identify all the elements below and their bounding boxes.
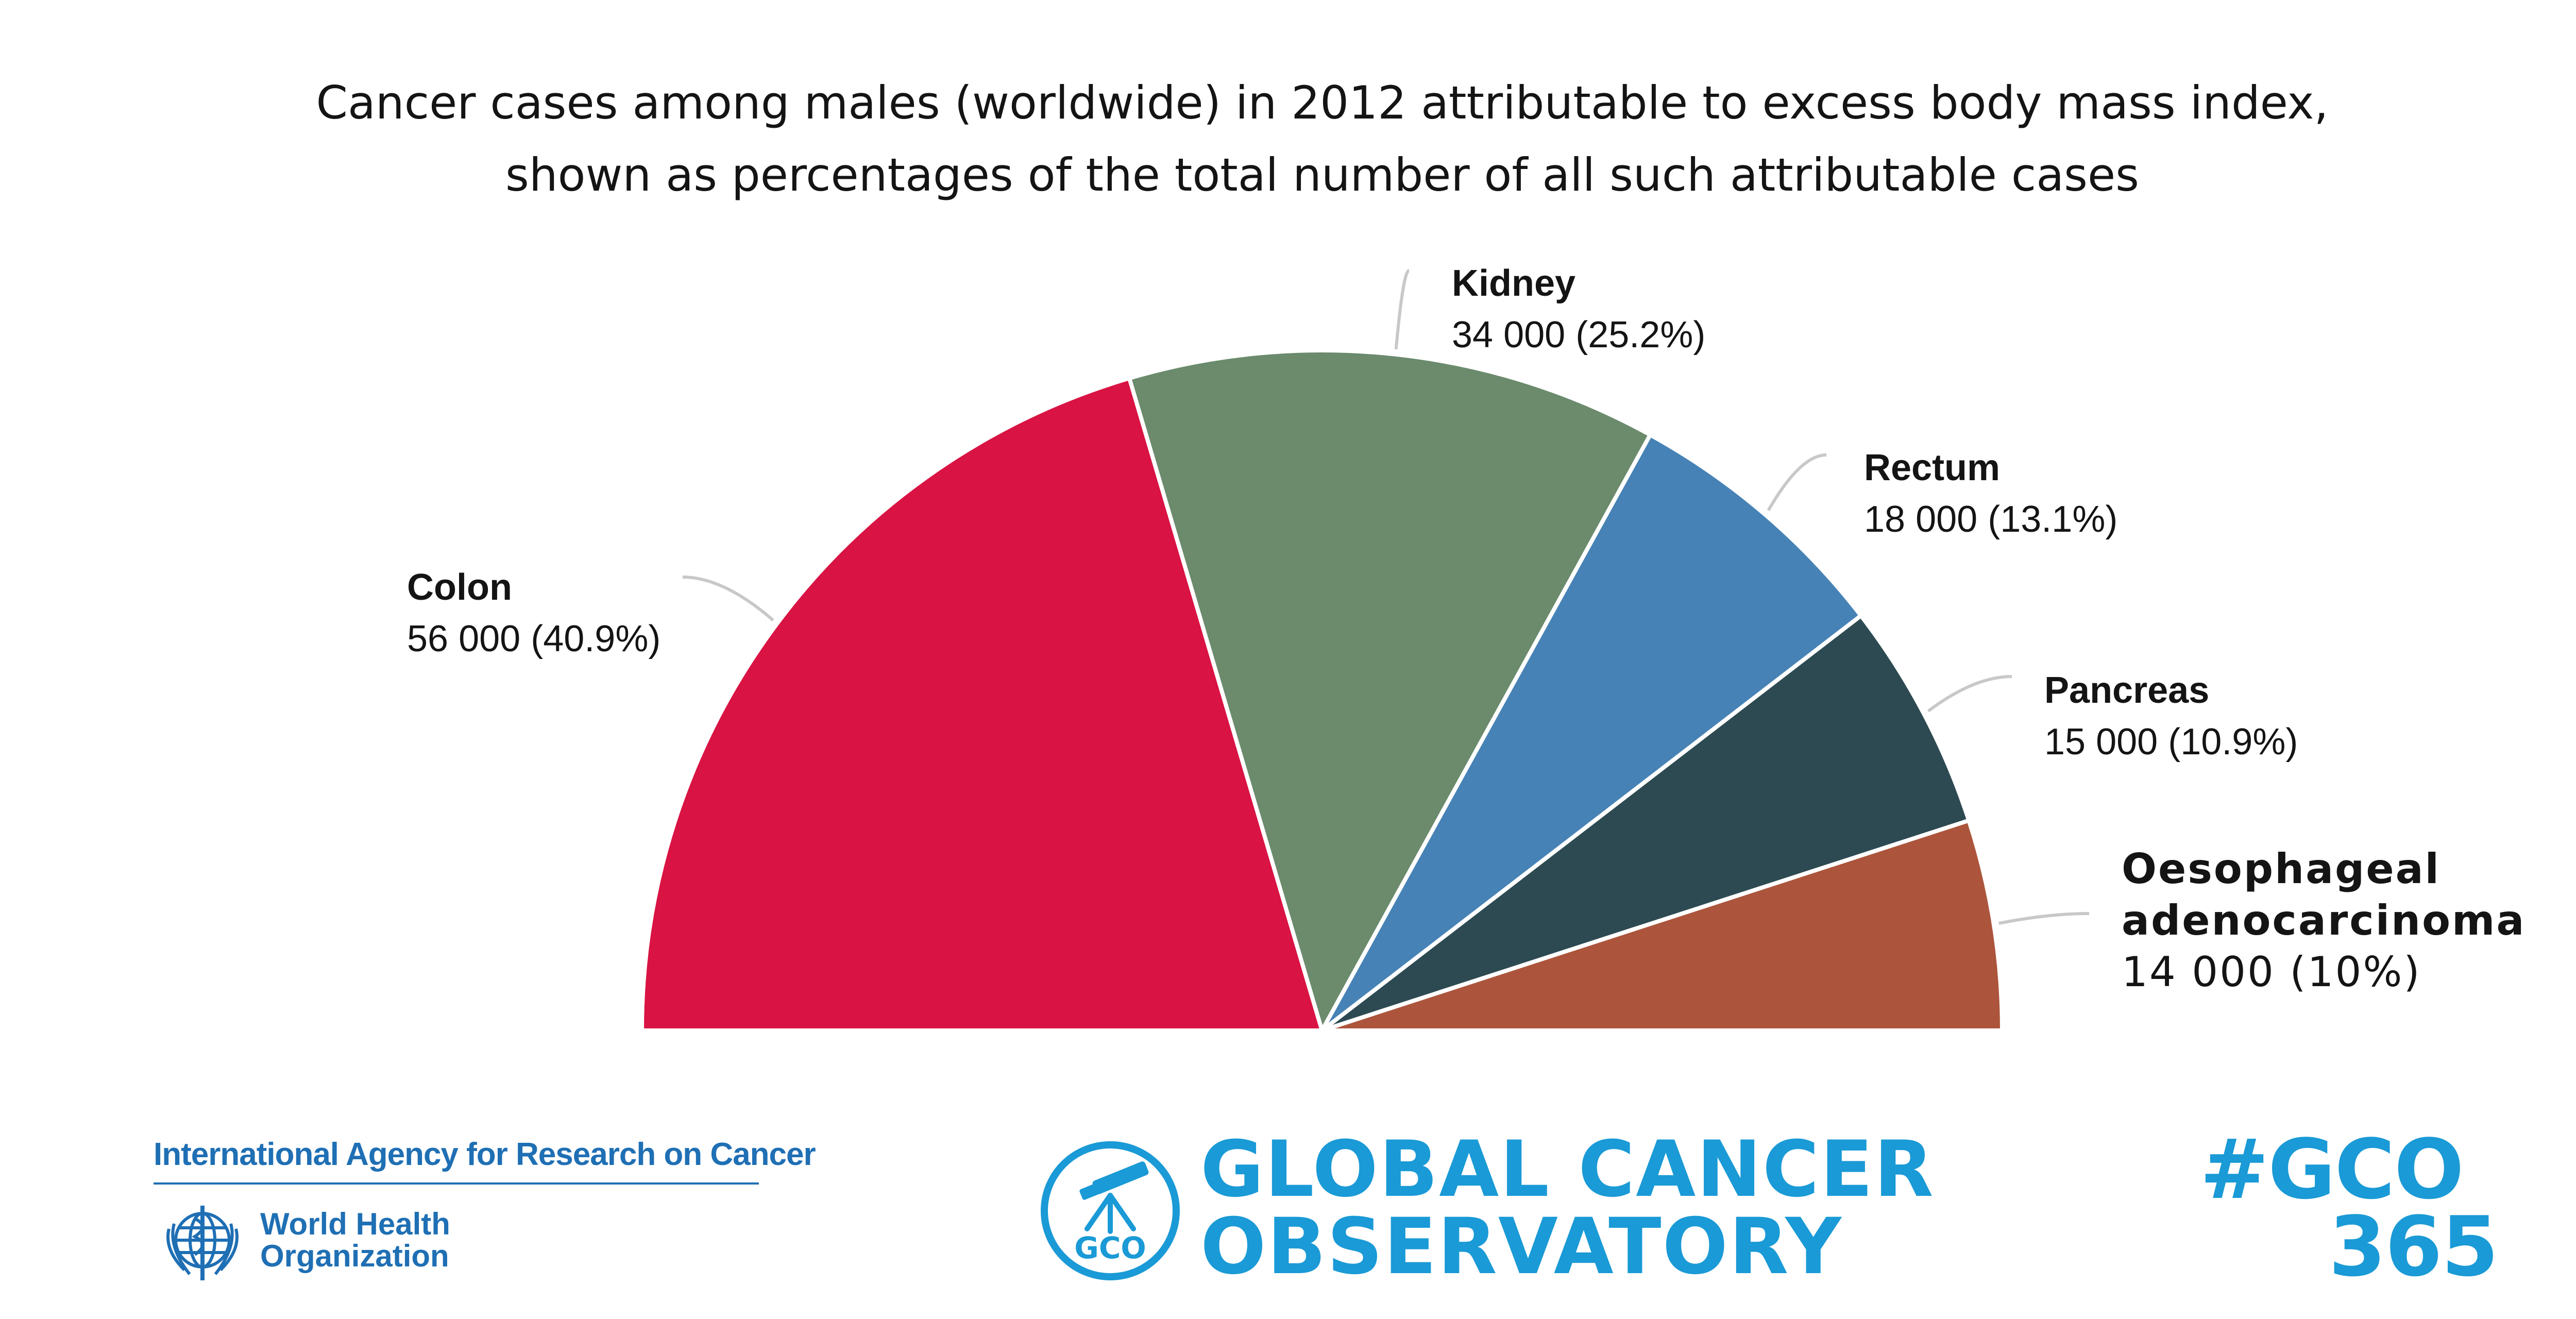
slice-value: 14 000 (10%) bbox=[2122, 948, 2421, 996]
chart-title-line1: Cancer cases among males (worldwide) in … bbox=[316, 76, 2329, 129]
who-emblem-icon bbox=[166, 1206, 239, 1280]
gco-wordmark: GLOBAL CANCER OBSERVATORY bbox=[1200, 1131, 1935, 1286]
gco365-hashtag: #GCO 365 bbox=[2200, 1121, 2499, 1295]
slice-name: Kidney bbox=[1452, 263, 1576, 304]
hashtag-line2: 365 bbox=[2329, 1198, 2499, 1295]
slice-value: 18 000 (13.1%) bbox=[1864, 499, 2118, 540]
slice-label-kidney: Kidney 34 000 (25.2%) bbox=[1452, 258, 1705, 361]
slice-value: 56 000 (40.9%) bbox=[407, 618, 661, 660]
semicircle-pie-chart bbox=[639, 269, 2090, 1036]
pie-slice-colon bbox=[639, 376, 1325, 1033]
slice-value: 15 000 (10.9%) bbox=[2044, 721, 2298, 763]
slice-name: Pancreas bbox=[2044, 670, 2210, 711]
pie-slice-oesophageal-adenocarcinoma bbox=[1321, 818, 2005, 1033]
pie-slice-pancreas bbox=[1320, 613, 1972, 1033]
slice-name: Oesophageal adenocarcinoma bbox=[2122, 845, 2526, 944]
hashtag-line1: #GCO bbox=[2200, 1121, 2464, 1217]
slice-name: Rectum bbox=[1864, 447, 2001, 488]
slice-name: Colon bbox=[407, 567, 512, 608]
leader-line-kidney bbox=[1394, 269, 1410, 350]
pie-slice-rectum bbox=[1320, 432, 1864, 1033]
chart-title: Cancer cases among males (worldwide) in … bbox=[0, 67, 2576, 211]
slice-label-colon: Colon 56 000 (40.9%) bbox=[407, 562, 660, 665]
gco-line2: OBSERVATORY bbox=[1200, 1202, 1842, 1292]
slice-value: 34 000 (25.2%) bbox=[1452, 314, 1706, 356]
leader-line-pancreas bbox=[1927, 675, 2012, 713]
iarc-divider bbox=[154, 1182, 759, 1185]
who-line2: Organization bbox=[260, 1239, 449, 1273]
iarc-logo-text: International Agency for Research on Can… bbox=[154, 1137, 816, 1172]
slice-label-rectum: Rectum 18 000 (13.1%) bbox=[1864, 442, 2117, 545]
leader-line-rectum bbox=[1767, 453, 1827, 512]
leader-line-colon bbox=[682, 576, 774, 622]
gco-telescope-logo-icon: GCO bbox=[1041, 1141, 1180, 1280]
gco-badge-text: GCO bbox=[1074, 1230, 1146, 1265]
pie-slice-kidney bbox=[1127, 348, 1653, 1036]
chart-subtitle: shown as percentages of the total number… bbox=[505, 148, 2140, 201]
slice-label-pancreas: Pancreas 15 000 (10.9%) bbox=[2044, 665, 2298, 768]
who-logo-text: World Health Organization bbox=[260, 1208, 450, 1272]
who-line1: World Health bbox=[260, 1207, 450, 1241]
gco-line1: GLOBAL CANCER bbox=[1200, 1125, 1935, 1214]
slice-label-oesophageal-adenocarcinoma: Oesophageal adenocarcinoma 14 000 (10%) bbox=[2122, 843, 2576, 998]
leader-line-oesophageal-adenocarcinoma bbox=[1998, 912, 2090, 925]
